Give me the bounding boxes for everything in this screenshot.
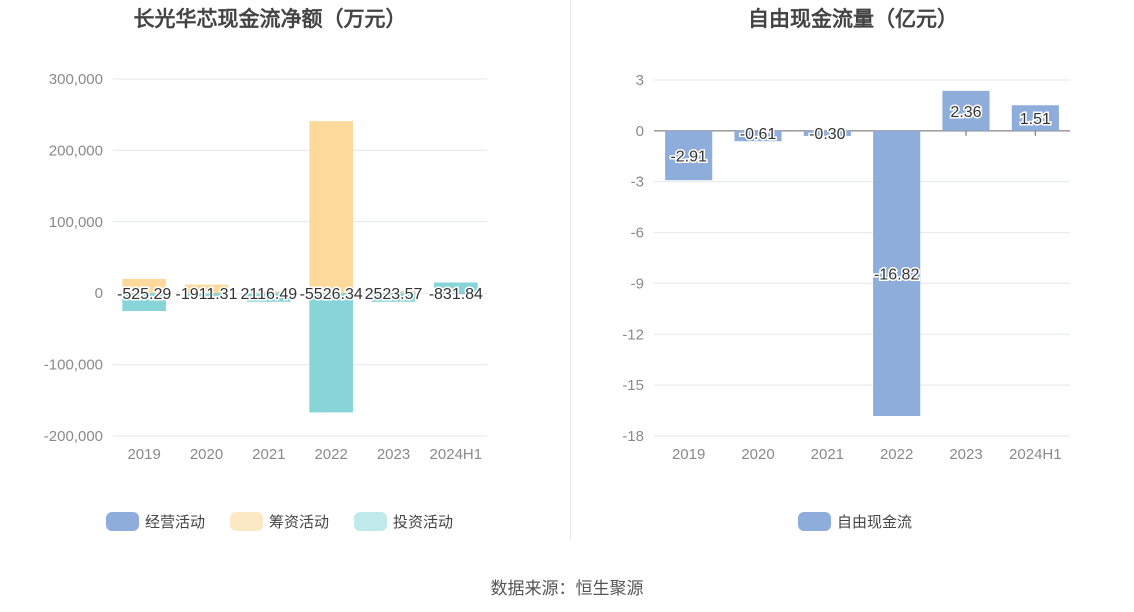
chart-divider bbox=[570, 0, 571, 540]
left-chart-title: 长光华芯现金流净额（万元） bbox=[134, 7, 407, 31]
y-tick-label: 0 bbox=[95, 285, 103, 302]
legend-swatch-investing bbox=[354, 512, 387, 531]
data-label: 2523.57 bbox=[365, 286, 423, 303]
cash-flow-net-chart: 长光华芯现金流净额（万元） 300,000 200,000 100,000 0 -100… bbox=[44, 7, 487, 531]
y-tick-label: -12 bbox=[622, 326, 644, 343]
bar-financing bbox=[371, 291, 416, 294]
y-tick-label: -18 bbox=[622, 428, 644, 445]
y-tick-label: -3 bbox=[631, 174, 644, 191]
bar-free_cash_flow bbox=[734, 130, 782, 142]
bar-investing bbox=[122, 293, 166, 312]
data-label: -0.61 bbox=[740, 126, 777, 143]
bar-financing bbox=[309, 121, 353, 294]
x-tick-label: 2024H1 bbox=[1009, 446, 1062, 463]
bar-financing bbox=[184, 284, 229, 294]
x-tick-label: 2022 bbox=[314, 446, 347, 463]
data-label: -1911.31 bbox=[176, 286, 238, 303]
bar-free_cash_flow bbox=[803, 130, 851, 136]
bar-investing bbox=[371, 293, 416, 302]
y-tick-label: -6 bbox=[631, 225, 644, 242]
data-label: 1.51 bbox=[1020, 111, 1051, 128]
bar-free_cash_flow bbox=[1011, 105, 1059, 131]
data-label: -16.82 bbox=[874, 266, 919, 283]
y-tick-label: 3 bbox=[636, 72, 644, 89]
right-chart-title: 自由现金流量（亿元） bbox=[748, 7, 958, 31]
x-tick-label: 2019 bbox=[672, 446, 705, 463]
bar-investing bbox=[434, 282, 478, 294]
legend-swatch-financing bbox=[230, 512, 263, 531]
data-label: -5526.34 bbox=[300, 286, 363, 303]
legend-label-operating: 经营活动 bbox=[145, 514, 205, 531]
data-label: -525.29 bbox=[117, 286, 171, 303]
legend-swatch-free_cash_flow bbox=[798, 512, 831, 531]
legend-label-free_cash_flow: 自由现金流 bbox=[837, 514, 912, 531]
data-label: 2.36 bbox=[950, 104, 981, 121]
x-tick-label: 2021 bbox=[811, 446, 844, 463]
y-tick-label: -9 bbox=[631, 275, 644, 292]
bar-operating bbox=[434, 293, 478, 295]
bar-financing bbox=[122, 278, 166, 294]
x-tick-label: 2022 bbox=[880, 446, 913, 463]
data-label: -0.30 bbox=[809, 126, 846, 143]
y-tick-label: 0 bbox=[636, 123, 644, 140]
x-tick-label: 2020 bbox=[741, 446, 774, 463]
bar-investing bbox=[309, 293, 353, 413]
legend-label-financing: 筹资活动 bbox=[269, 514, 329, 531]
y-tick-label: 200,000 bbox=[49, 142, 103, 159]
x-tick-label: 2024H1 bbox=[430, 446, 483, 463]
bar-financing bbox=[247, 292, 291, 294]
x-tick-label: 2020 bbox=[190, 446, 223, 463]
x-tick-label: 2021 bbox=[252, 446, 285, 463]
legend-swatch-operating bbox=[106, 512, 139, 531]
y-tick-label: -15 bbox=[622, 377, 644, 394]
free-cash-flow-chart: 自由现金流量（亿元） 3 0 -3 -6 -9 -12 -15 -18 2019 2020 2021… bbox=[622, 7, 1070, 531]
bar-investing bbox=[247, 293, 291, 302]
bar-free_cash_flow bbox=[873, 130, 921, 416]
y-tick-label: 100,000 bbox=[49, 214, 103, 231]
bar-free_cash_flow bbox=[665, 130, 713, 181]
data-label: 2116.49 bbox=[241, 286, 298, 303]
data-source-note: 数据来源：恒生聚源 bbox=[490, 579, 644, 598]
y-tick-label: -200,000 bbox=[44, 428, 103, 445]
y-tick-label: 300,000 bbox=[49, 71, 103, 88]
bar-investing bbox=[184, 293, 229, 298]
data-label: -2.91 bbox=[670, 149, 707, 166]
x-tick-label: 2023 bbox=[949, 446, 982, 463]
x-tick-label: 2023 bbox=[377, 446, 410, 463]
data-label: -831.84 bbox=[429, 286, 483, 303]
bar-free_cash_flow bbox=[942, 90, 990, 131]
x-tick-label: 2019 bbox=[127, 446, 160, 463]
y-tick-label: -100,000 bbox=[44, 357, 103, 374]
legend-label-investing: 投资活动 bbox=[393, 514, 453, 531]
